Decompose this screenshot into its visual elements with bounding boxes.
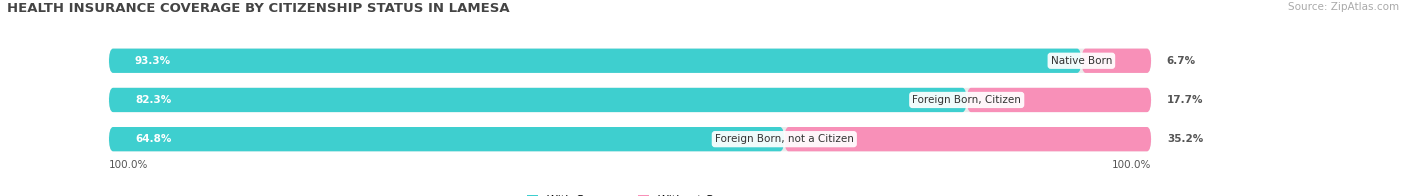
Text: Foreign Born, not a Citizen: Foreign Born, not a Citizen — [714, 134, 853, 144]
Text: HEALTH INSURANCE COVERAGE BY CITIZENSHIP STATUS IN LAMESA: HEALTH INSURANCE COVERAGE BY CITIZENSHIP… — [7, 2, 509, 15]
FancyBboxPatch shape — [785, 127, 1152, 151]
Text: 17.7%: 17.7% — [1167, 95, 1204, 105]
FancyBboxPatch shape — [108, 88, 1152, 112]
Text: Foreign Born, Citizen: Foreign Born, Citizen — [912, 95, 1021, 105]
Text: Source: ZipAtlas.com: Source: ZipAtlas.com — [1288, 2, 1399, 12]
Legend: With Coverage, Without Coverage: With Coverage, Without Coverage — [522, 191, 763, 196]
FancyBboxPatch shape — [108, 127, 785, 151]
Text: 6.7%: 6.7% — [1167, 56, 1197, 66]
Text: 100.0%: 100.0% — [108, 160, 148, 170]
Text: 100.0%: 100.0% — [1112, 160, 1152, 170]
Text: 64.8%: 64.8% — [135, 134, 172, 144]
FancyBboxPatch shape — [108, 49, 1152, 73]
FancyBboxPatch shape — [967, 88, 1152, 112]
Text: 93.3%: 93.3% — [135, 56, 172, 66]
FancyBboxPatch shape — [108, 49, 1081, 73]
Text: 35.2%: 35.2% — [1167, 134, 1204, 144]
Text: Native Born: Native Born — [1050, 56, 1112, 66]
Text: 82.3%: 82.3% — [135, 95, 172, 105]
FancyBboxPatch shape — [108, 88, 967, 112]
FancyBboxPatch shape — [1081, 49, 1152, 73]
FancyBboxPatch shape — [108, 127, 1152, 151]
